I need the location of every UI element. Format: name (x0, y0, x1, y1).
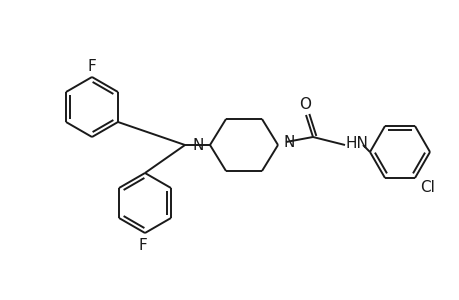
Text: N: N (283, 134, 295, 149)
Text: HN: HN (345, 136, 368, 151)
Text: F: F (87, 58, 96, 74)
Text: N: N (192, 137, 203, 152)
Text: F: F (138, 238, 147, 253)
Text: O: O (298, 97, 310, 112)
Text: Cl: Cl (419, 181, 434, 196)
